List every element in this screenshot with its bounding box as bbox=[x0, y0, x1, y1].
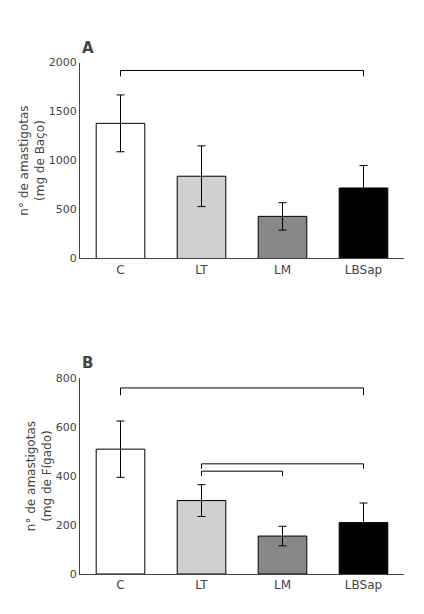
svg-text:1500: 1500 bbox=[49, 105, 77, 118]
svg-text:n° de amastigotas(mg de Baço): n° de amastigotas(mg de Baço) bbox=[17, 105, 47, 215]
svg-text:LBSap: LBSap bbox=[345, 263, 382, 277]
svg-text:LBSap: LBSap bbox=[345, 578, 382, 592]
svg-text:0: 0 bbox=[70, 252, 77, 265]
svg-text:2000: 2000 bbox=[49, 56, 77, 69]
svg-text:B: B bbox=[82, 354, 93, 372]
svg-text:200: 200 bbox=[56, 519, 77, 532]
svg-text:500: 500 bbox=[56, 203, 77, 216]
svg-text:LM: LM bbox=[274, 263, 291, 277]
svg-text:600: 600 bbox=[56, 421, 77, 434]
svg-text:LT: LT bbox=[195, 578, 208, 592]
svg-text:A: A bbox=[82, 39, 94, 57]
svg-text:LM: LM bbox=[274, 578, 291, 592]
svg-text:0: 0 bbox=[70, 568, 77, 581]
svg-text:800: 800 bbox=[56, 372, 77, 385]
svg-text:1000: 1000 bbox=[49, 154, 77, 167]
svg-text:LT: LT bbox=[195, 263, 208, 277]
svg-text:n° de amastigotas(mg de Fígado: n° de amastigotas(mg de Fígado) bbox=[24, 421, 54, 531]
svg-text:400: 400 bbox=[56, 470, 77, 483]
svg-text:C: C bbox=[116, 263, 124, 277]
svg-text:C: C bbox=[116, 578, 124, 592]
